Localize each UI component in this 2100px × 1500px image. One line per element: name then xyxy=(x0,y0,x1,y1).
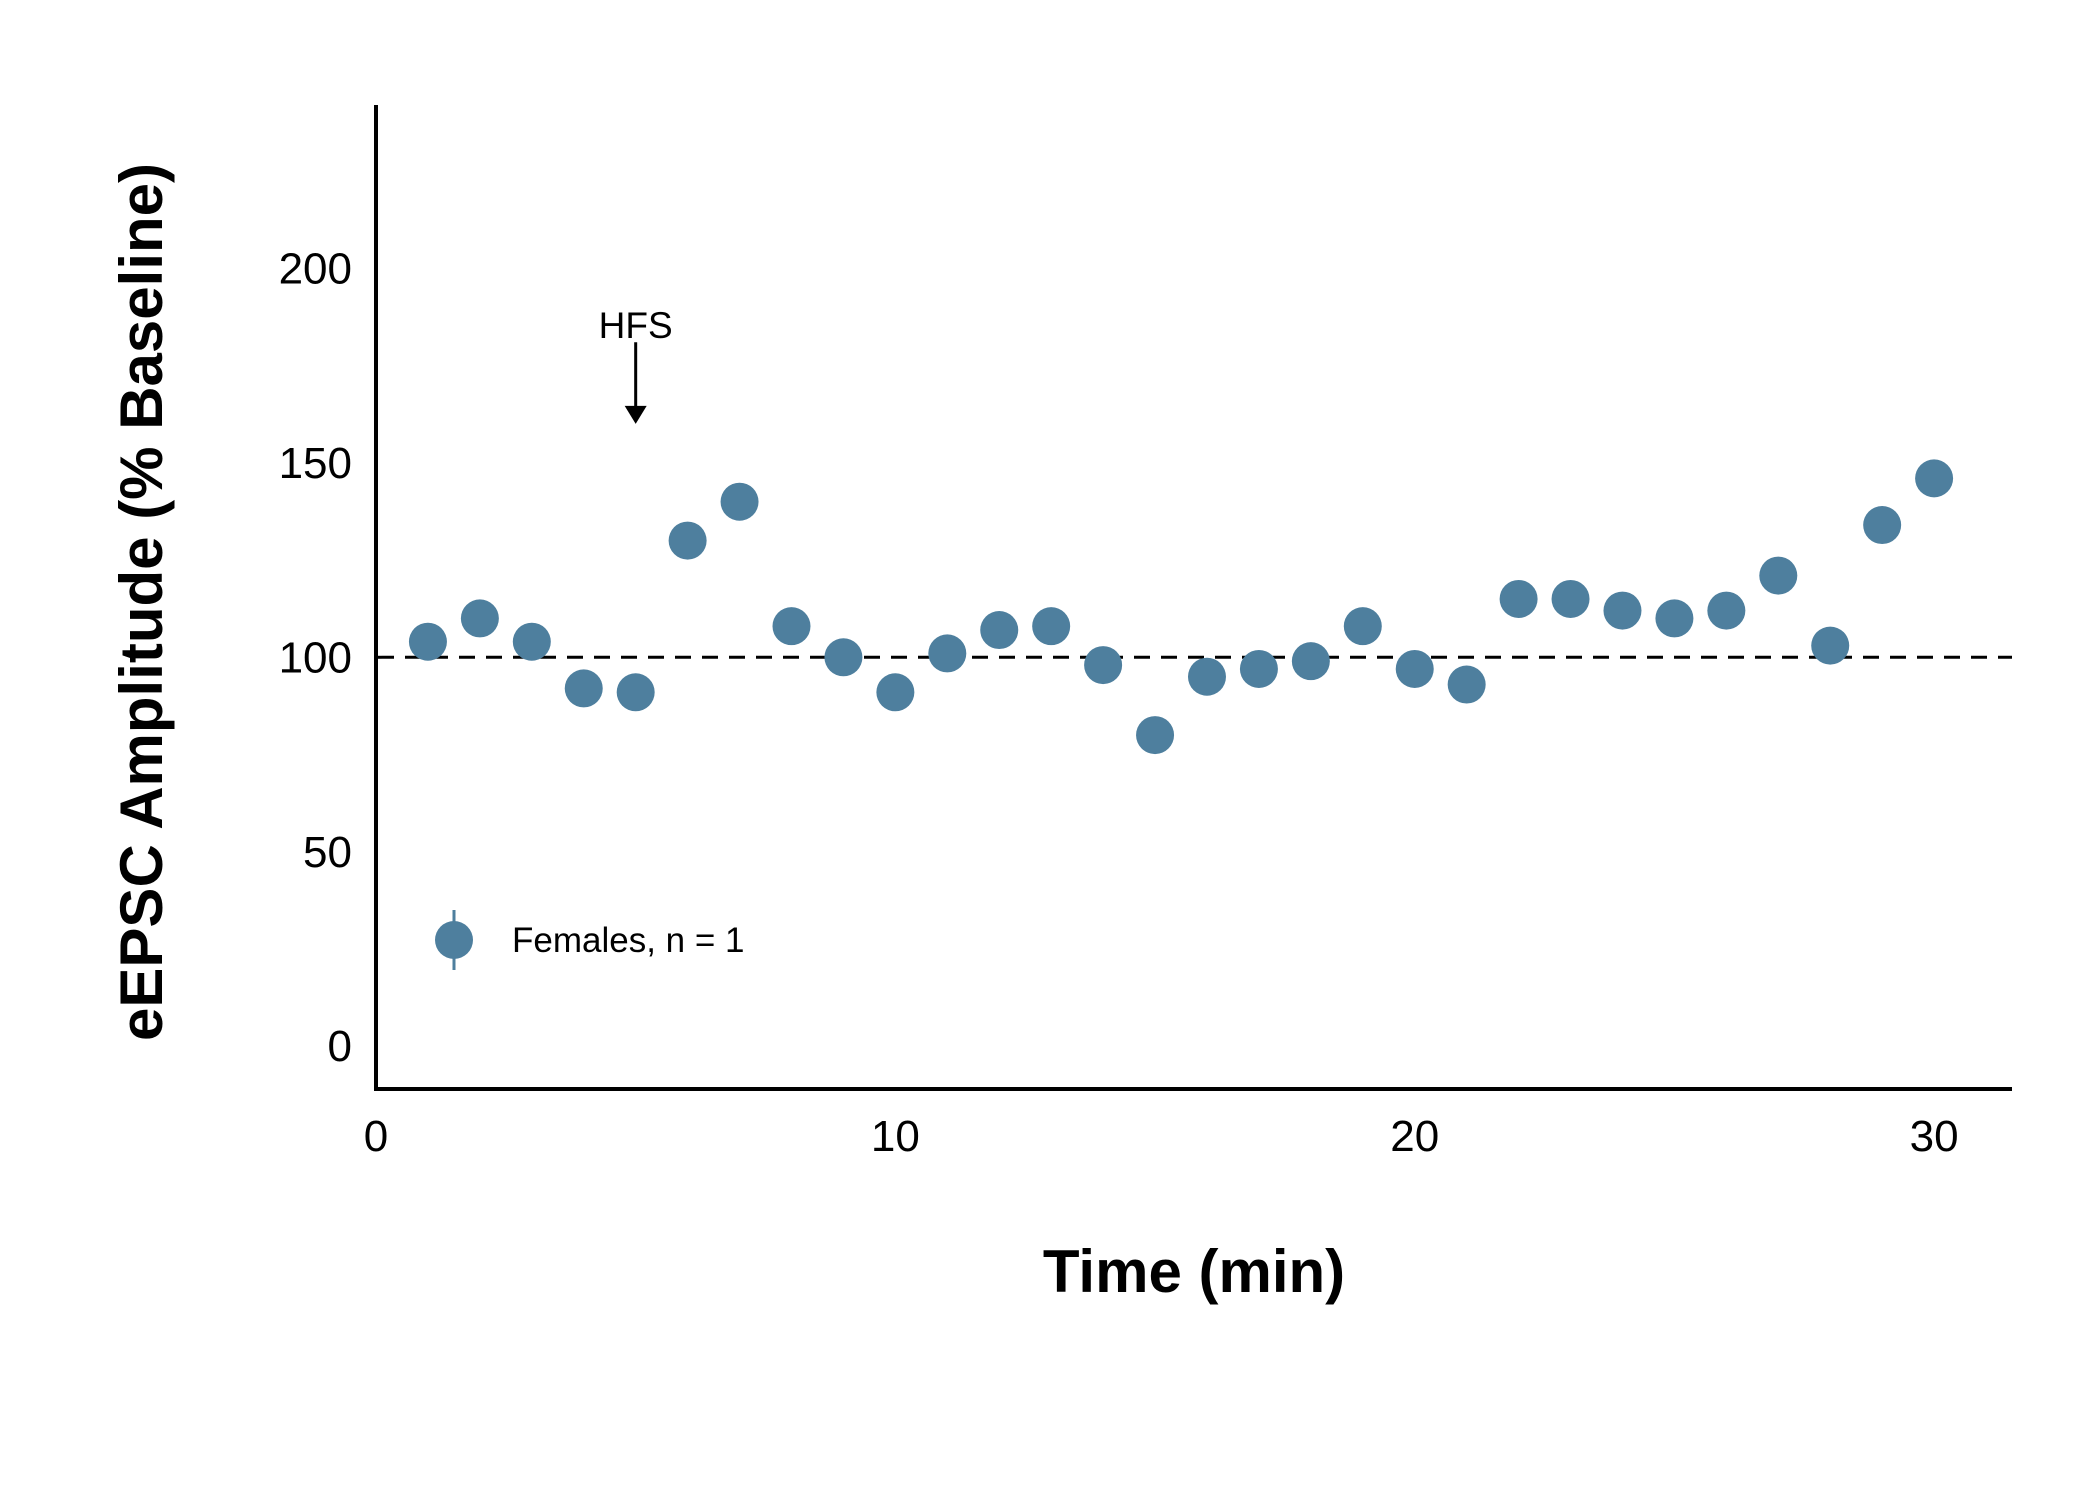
data-point xyxy=(1084,646,1123,685)
data-point xyxy=(1395,649,1434,688)
data-point xyxy=(1239,649,1278,688)
hfs-label: HFS xyxy=(599,305,673,346)
y-tick-label: 150 xyxy=(279,439,352,488)
data-point xyxy=(1447,665,1486,704)
legend-marker xyxy=(435,921,473,959)
data-point xyxy=(1551,579,1590,618)
data-point xyxy=(668,521,707,560)
data-point xyxy=(1707,591,1746,630)
data-point xyxy=(980,611,1019,650)
data-point xyxy=(1291,642,1330,681)
data-point xyxy=(1032,607,1071,646)
data-point xyxy=(1136,716,1175,755)
data-point xyxy=(460,599,499,638)
hfs-arrowhead-icon xyxy=(624,405,647,424)
data-point xyxy=(1187,657,1226,696)
plot-area xyxy=(378,459,2012,755)
legend-label: Females, n = 1 xyxy=(512,921,744,960)
x-tick-label: 20 xyxy=(1390,1112,1439,1161)
data-point xyxy=(1915,459,1954,498)
data-point xyxy=(1343,607,1382,646)
data-point xyxy=(772,607,811,646)
data-point xyxy=(616,673,655,712)
data-point xyxy=(1499,579,1538,618)
data-point xyxy=(564,669,603,708)
data-point xyxy=(1863,506,1902,545)
x-tick-label: 0 xyxy=(364,1112,388,1161)
data-point xyxy=(1759,556,1798,595)
hfs-annotation: HFS xyxy=(599,305,673,424)
data-point xyxy=(512,622,551,661)
y-axis-title: eEPSC Amplitude (% Baseline) xyxy=(108,163,175,1041)
x-axis-title: Time (min) xyxy=(1043,1238,1345,1305)
tick-labels: 0 50 100 150 200 0 10 20 30 xyxy=(279,244,1959,1161)
data-point xyxy=(928,634,967,673)
y-tick-label: 200 xyxy=(279,244,352,293)
data-point xyxy=(1655,599,1694,638)
y-tick-label: 50 xyxy=(303,828,352,877)
legend: Females, n = 1 xyxy=(435,910,744,970)
axes xyxy=(374,105,2012,1091)
data-point xyxy=(876,673,915,712)
data-point xyxy=(1603,591,1642,630)
y-tick-label: 0 xyxy=(328,1022,352,1071)
y-tick-label: 100 xyxy=(279,633,352,682)
data-point xyxy=(408,622,447,661)
x-tick-label: 10 xyxy=(871,1112,920,1161)
data-point xyxy=(824,638,863,677)
data-point xyxy=(1811,626,1850,665)
data-point xyxy=(720,482,759,521)
x-tick-label: 30 xyxy=(1910,1112,1959,1161)
